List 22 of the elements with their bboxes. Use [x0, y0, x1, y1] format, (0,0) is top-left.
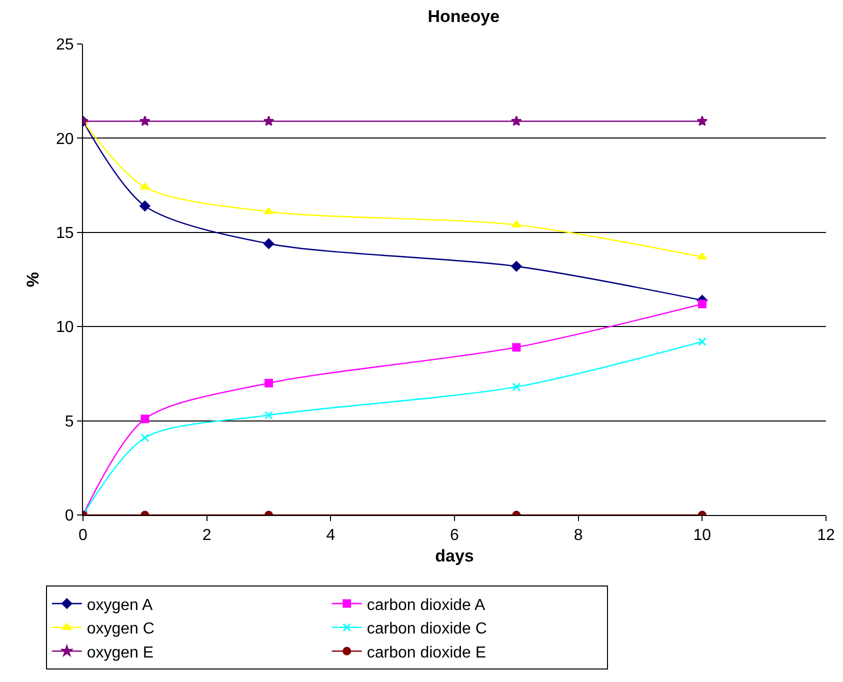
y-tick-label: 25: [56, 36, 74, 54]
x-tick-label: 10: [693, 527, 712, 544]
x-tick-label: 2: [202, 527, 212, 544]
y-tick-label: 0: [64, 508, 74, 525]
y-axis-title: %: [24, 272, 43, 288]
x-tick-label: 0: [78, 527, 88, 544]
legend-label: carbon dioxide A: [366, 596, 486, 614]
legend-label: carbon dioxide C: [366, 620, 487, 638]
x-tick-label: 6: [450, 527, 460, 544]
x-tick-label: 4: [326, 527, 336, 544]
x-tick-label: 8: [574, 527, 583, 544]
legend-label: carbon dioxide E: [366, 644, 486, 662]
y-tick-label: 5: [64, 413, 74, 430]
y-tick-label: 20: [56, 130, 74, 148]
y-tick-label: 10: [56, 319, 74, 336]
x-axis-title: days: [435, 546, 474, 566]
y-tick-label: 15: [56, 225, 74, 242]
legend-label: oxygen E: [86, 644, 154, 662]
legend-label: oxygen A: [86, 596, 154, 614]
chart-title: Honeoye: [428, 7, 500, 26]
x-tick-label: 12: [817, 527, 835, 544]
legend-label: oxygen C: [86, 620, 154, 638]
